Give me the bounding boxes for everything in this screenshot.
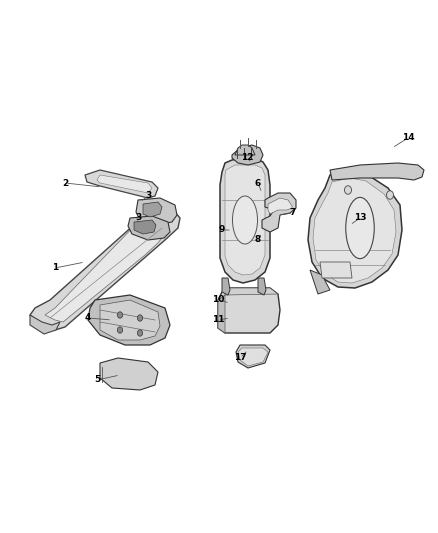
Polygon shape bbox=[136, 198, 177, 225]
Polygon shape bbox=[238, 348, 268, 366]
Polygon shape bbox=[30, 315, 60, 334]
Ellipse shape bbox=[346, 197, 374, 259]
Ellipse shape bbox=[233, 196, 258, 244]
Text: 7: 7 bbox=[290, 208, 296, 217]
Text: 12: 12 bbox=[241, 154, 253, 163]
Text: 9: 9 bbox=[219, 225, 225, 235]
Polygon shape bbox=[232, 145, 263, 165]
Polygon shape bbox=[313, 178, 396, 283]
Polygon shape bbox=[85, 170, 158, 198]
Polygon shape bbox=[100, 300, 160, 340]
Circle shape bbox=[117, 312, 123, 318]
Polygon shape bbox=[235, 145, 255, 155]
Polygon shape bbox=[310, 270, 330, 294]
Polygon shape bbox=[30, 208, 180, 330]
Circle shape bbox=[386, 191, 393, 199]
Polygon shape bbox=[258, 278, 266, 295]
Text: 13: 13 bbox=[354, 214, 366, 222]
Text: 14: 14 bbox=[402, 133, 414, 142]
Text: 11: 11 bbox=[212, 316, 224, 325]
Polygon shape bbox=[100, 358, 158, 390]
Polygon shape bbox=[268, 198, 292, 214]
Polygon shape bbox=[262, 193, 296, 232]
Polygon shape bbox=[143, 202, 162, 217]
Polygon shape bbox=[88, 295, 170, 345]
Circle shape bbox=[138, 330, 143, 336]
Circle shape bbox=[345, 185, 352, 194]
Polygon shape bbox=[134, 220, 156, 234]
Text: 10: 10 bbox=[212, 295, 224, 304]
Text: 2: 2 bbox=[62, 179, 68, 188]
Text: 8: 8 bbox=[255, 236, 261, 245]
Polygon shape bbox=[225, 165, 265, 275]
Polygon shape bbox=[236, 345, 270, 368]
Text: 3: 3 bbox=[145, 191, 151, 200]
Polygon shape bbox=[218, 295, 225, 333]
Polygon shape bbox=[97, 175, 152, 193]
Polygon shape bbox=[220, 158, 270, 283]
Polygon shape bbox=[308, 172, 402, 288]
Text: 3: 3 bbox=[135, 214, 141, 222]
Text: 1: 1 bbox=[52, 263, 58, 272]
Polygon shape bbox=[330, 163, 424, 180]
Text: 4: 4 bbox=[85, 313, 91, 322]
Polygon shape bbox=[320, 262, 352, 278]
Polygon shape bbox=[45, 212, 168, 322]
Polygon shape bbox=[222, 278, 230, 295]
Circle shape bbox=[117, 327, 123, 333]
Polygon shape bbox=[218, 288, 280, 333]
Text: 6: 6 bbox=[255, 179, 261, 188]
Polygon shape bbox=[225, 288, 278, 295]
Text: 17: 17 bbox=[234, 353, 246, 362]
Circle shape bbox=[138, 315, 143, 321]
Polygon shape bbox=[128, 216, 170, 240]
Text: 5: 5 bbox=[94, 376, 100, 384]
